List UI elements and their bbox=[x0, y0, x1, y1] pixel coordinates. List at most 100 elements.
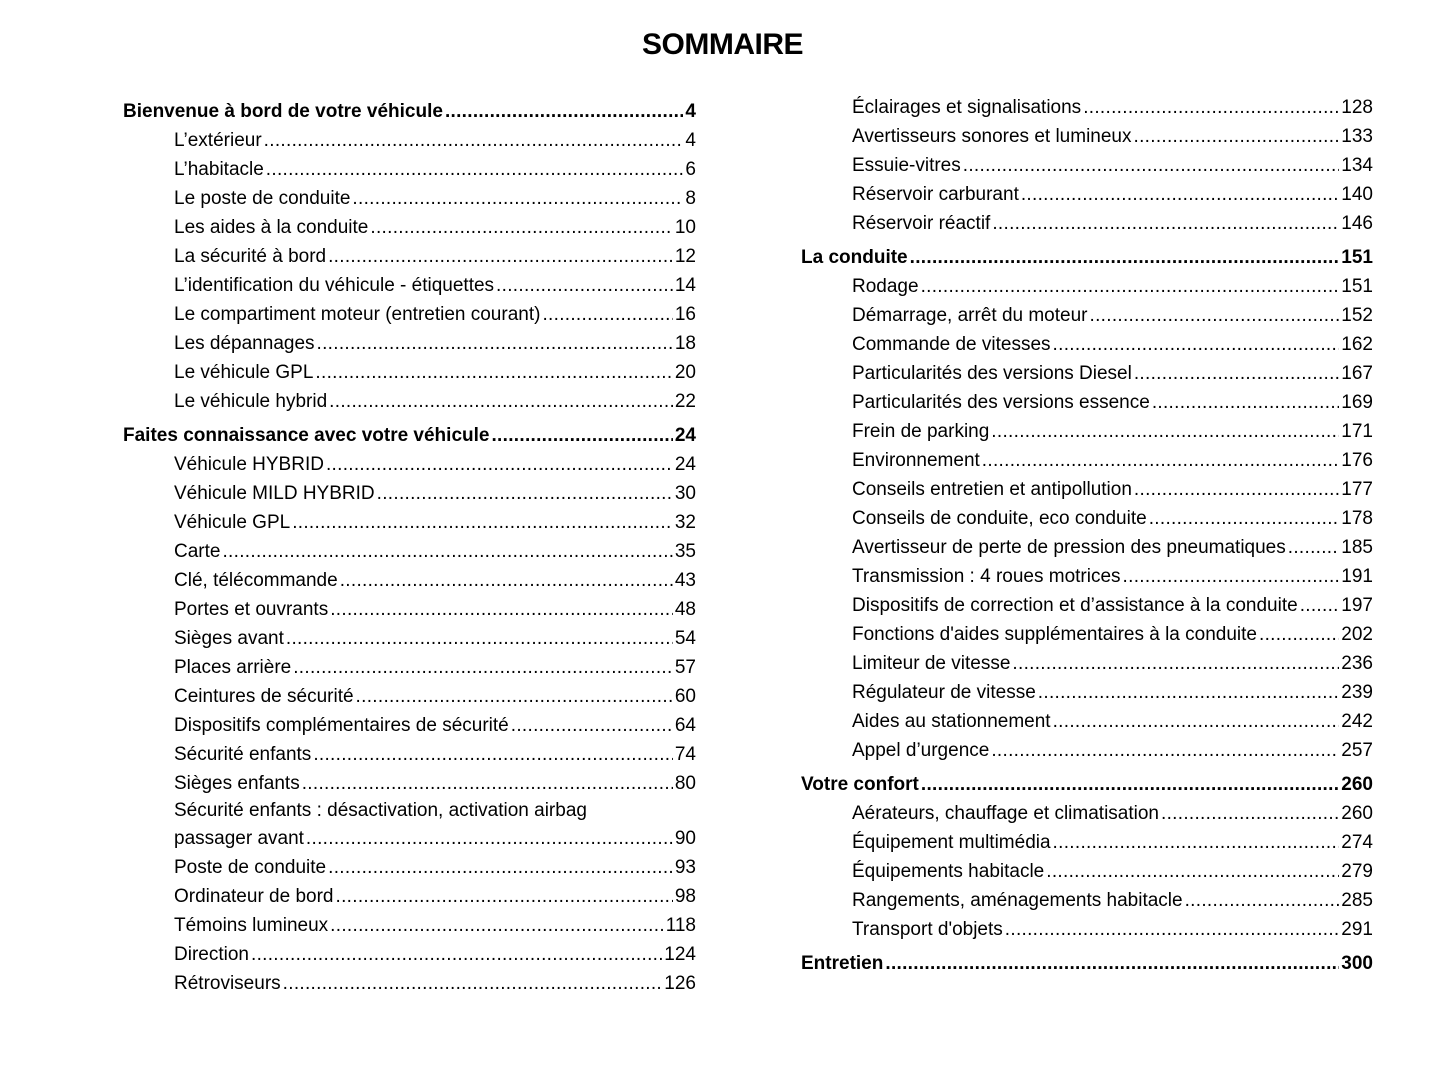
toc-entry-label: Frein de parking bbox=[852, 421, 990, 442]
toc-entry-label: Témoins lumineux bbox=[174, 915, 329, 936]
toc-entry[interactable]: Entretien 300 bbox=[801, 949, 1373, 978]
toc-entry[interactable]: Clé, télécommande 43 bbox=[123, 566, 696, 595]
toc-entry[interactable]: Les aides à la conduite 10 bbox=[123, 213, 696, 242]
dot-leader bbox=[1021, 180, 1339, 209]
toc-entry[interactable]: Direction 124 bbox=[123, 940, 696, 969]
toc-entry[interactable]: Portes et ouvrants 48 bbox=[123, 595, 696, 624]
toc-entry[interactable]: Véhicule MILD HYBRID 30 bbox=[123, 479, 696, 508]
dot-leader bbox=[329, 387, 673, 416]
toc-entry-page: 185 bbox=[1341, 537, 1373, 558]
toc-entry-page: 14 bbox=[674, 275, 696, 296]
toc-entry[interactable]: Conseils entretien et antipollution 177 bbox=[801, 475, 1373, 504]
toc-entry[interactable]: Équipement multimédia 274 bbox=[801, 828, 1373, 857]
dot-leader bbox=[286, 624, 673, 653]
toc-entry-label: Dispositifs de correction et d’assistanc… bbox=[852, 595, 1298, 616]
toc-entry[interactable]: Transport d'objets 291 bbox=[801, 915, 1373, 944]
toc-entry[interactable]: Ceintures de sécurité 60 bbox=[123, 682, 696, 711]
toc-entry[interactable]: Transmission : 4 roues motrices 191 bbox=[801, 562, 1373, 591]
toc-entry[interactable]: Sièges enfants 80 bbox=[123, 769, 696, 798]
toc-entry[interactable]: Réservoir réactif 146 bbox=[801, 209, 1373, 238]
page-title: SOMMAIRE bbox=[642, 28, 804, 61]
toc-entry[interactable]: Dispositifs complémentaires de sécurité 6… bbox=[123, 711, 696, 740]
toc-entry[interactable]: Témoins lumineux 118 bbox=[123, 911, 696, 940]
toc-entry[interactable]: Rétroviseurs 126 bbox=[123, 969, 696, 998]
toc-entry[interactable]: Sièges avant 54 bbox=[123, 624, 696, 653]
toc-entry-label: Limiteur de vitesse bbox=[852, 653, 1011, 674]
toc-entry[interactable]: L’identification du véhicule - étiquette… bbox=[123, 271, 696, 300]
toc-entry[interactable]: L’extérieur 4 bbox=[123, 126, 696, 155]
toc-entry[interactable]: L’habitacle 6 bbox=[123, 155, 696, 184]
toc-entry[interactable]: Aides au stationnement 242 bbox=[801, 707, 1373, 736]
toc-entry[interactable]: Conseils de conduite, eco conduite 178 bbox=[801, 504, 1373, 533]
toc-entry[interactable]: Rodage 151 bbox=[801, 272, 1373, 301]
toc-entry[interactable]: Le compartiment moteur (entretien couran… bbox=[123, 300, 696, 329]
toc-entry[interactable]: Fonctions d'aides supplémentaires à la c… bbox=[801, 620, 1373, 649]
toc-entry-page: 30 bbox=[674, 483, 696, 504]
toc-entry[interactable]: Appel d’urgence 257 bbox=[801, 736, 1373, 765]
toc-entry[interactable]: La conduite 151 bbox=[801, 243, 1373, 272]
toc-entry[interactable]: Avertisseur de perte de pression des pne… bbox=[801, 533, 1373, 562]
toc-entry[interactable]: La sécurité à bord 12 bbox=[123, 242, 696, 271]
toc-entry[interactable]: Frein de parking 171 bbox=[801, 417, 1373, 446]
dot-leader bbox=[963, 151, 1340, 180]
toc-entry[interactable]: Éclairages et signalisations 128 bbox=[801, 93, 1373, 122]
toc-entry[interactable]: Carte 35 bbox=[123, 537, 696, 566]
toc-entry[interactable]: Aérateurs, chauffage et climatisation 260 bbox=[801, 799, 1373, 828]
toc-entry[interactable]: Régulateur de vitesse 239 bbox=[801, 678, 1373, 707]
toc-entry[interactable]: Limiteur de vitesse 236 bbox=[801, 649, 1373, 678]
toc-entry[interactable]: Rangements, aménagements habitacle 285 bbox=[801, 886, 1373, 915]
toc-entry[interactable]: Le véhicule hybrid 22 bbox=[123, 387, 696, 416]
toc-entry[interactable]: Poste de conduite 93 bbox=[123, 853, 696, 882]
toc-entry[interactable]: Le véhicule GPL 20 bbox=[123, 358, 696, 387]
dot-leader bbox=[1123, 562, 1340, 591]
toc-entry-page: 178 bbox=[1341, 508, 1373, 529]
toc-entry-label: Les aides à la conduite bbox=[174, 217, 369, 238]
toc-entry[interactable]: Faites connaissance avec votre véhicule 2… bbox=[123, 421, 696, 450]
toc-entry-page: 167 bbox=[1341, 363, 1373, 384]
toc-entry[interactable]: Ordinateur de bord 98 bbox=[123, 882, 696, 911]
toc-entry[interactable]: Bienvenue à bord de votre véhicule 4 bbox=[123, 97, 696, 126]
toc-entry-page: 8 bbox=[685, 188, 696, 209]
toc-entry[interactable]: Réservoir carburant 140 bbox=[801, 180, 1373, 209]
toc-entry-page: 239 bbox=[1341, 682, 1373, 703]
toc-entry[interactable]: Démarrage, arrêt du moteur 152 bbox=[801, 301, 1373, 330]
toc-entry[interactable]: Véhicule GPL 32 bbox=[123, 508, 696, 537]
toc-entry-label: Ceintures de sécurité bbox=[174, 686, 354, 707]
toc-entry-label: Sécurité enfants : désactivation, activa… bbox=[174, 800, 587, 821]
dot-leader bbox=[445, 97, 683, 126]
toc-entry-page: 12 bbox=[674, 246, 696, 267]
toc-entry-label: Démarrage, arrêt du moteur bbox=[852, 305, 1088, 326]
dot-leader bbox=[1149, 504, 1340, 533]
dot-leader bbox=[1134, 359, 1339, 388]
toc-entry[interactable]: Particularités des versions essence 169 bbox=[801, 388, 1373, 417]
toc-entry[interactable]: Le poste de conduite 8 bbox=[123, 184, 696, 213]
toc-entry[interactable]: Avertisseurs sonores et lumineux 133 bbox=[801, 122, 1373, 151]
toc-entry[interactable]: Sécurité enfants 74 bbox=[123, 740, 696, 769]
toc-entry[interactable]: Véhicule HYBRID 24 bbox=[123, 450, 696, 479]
toc-entry-label: Essuie-vitres bbox=[852, 155, 961, 176]
toc-entry[interactable]: passager avant 90 bbox=[174, 824, 696, 853]
toc-entry[interactable]: Environnement 176 bbox=[801, 446, 1373, 475]
toc-entry[interactable]: Les dépannages 18 bbox=[123, 329, 696, 358]
toc-entry[interactable]: Votre confort 260 bbox=[801, 770, 1373, 799]
toc-entry[interactable]: Commande de vitesses 162 bbox=[801, 330, 1373, 359]
toc-entry-label: Poste de conduite bbox=[174, 857, 327, 878]
dot-leader bbox=[1185, 886, 1340, 915]
toc-entry-label: Votre confort bbox=[801, 774, 919, 795]
toc-entry-page: 80 bbox=[674, 773, 696, 794]
toc-entry-label: La conduite bbox=[801, 247, 908, 268]
toc-entry-page: 4 bbox=[685, 130, 696, 151]
toc-entry[interactable]: Équipements habitacle 279 bbox=[801, 857, 1373, 886]
toc-entry[interactable]: Dispositifs de correction et d’assistanc… bbox=[801, 591, 1373, 620]
toc-entry[interactable]: Places arrière 57 bbox=[123, 653, 696, 682]
toc-entry[interactable]: Essuie-vitres 134 bbox=[801, 151, 1373, 180]
toc-entry-label: passager avant bbox=[174, 828, 304, 849]
dot-leader bbox=[352, 184, 683, 213]
toc-entry-page: 133 bbox=[1341, 126, 1373, 147]
toc-entry-page: 202 bbox=[1341, 624, 1373, 645]
toc-entry-page: 152 bbox=[1341, 305, 1373, 326]
dot-leader bbox=[283, 969, 663, 998]
dot-leader bbox=[1090, 301, 1340, 330]
toc-entry[interactable]: Particularités des versions Diesel 167 bbox=[801, 359, 1373, 388]
toc-entry[interactable]: Sécurité enfants : désactivation, activa… bbox=[123, 798, 696, 853]
